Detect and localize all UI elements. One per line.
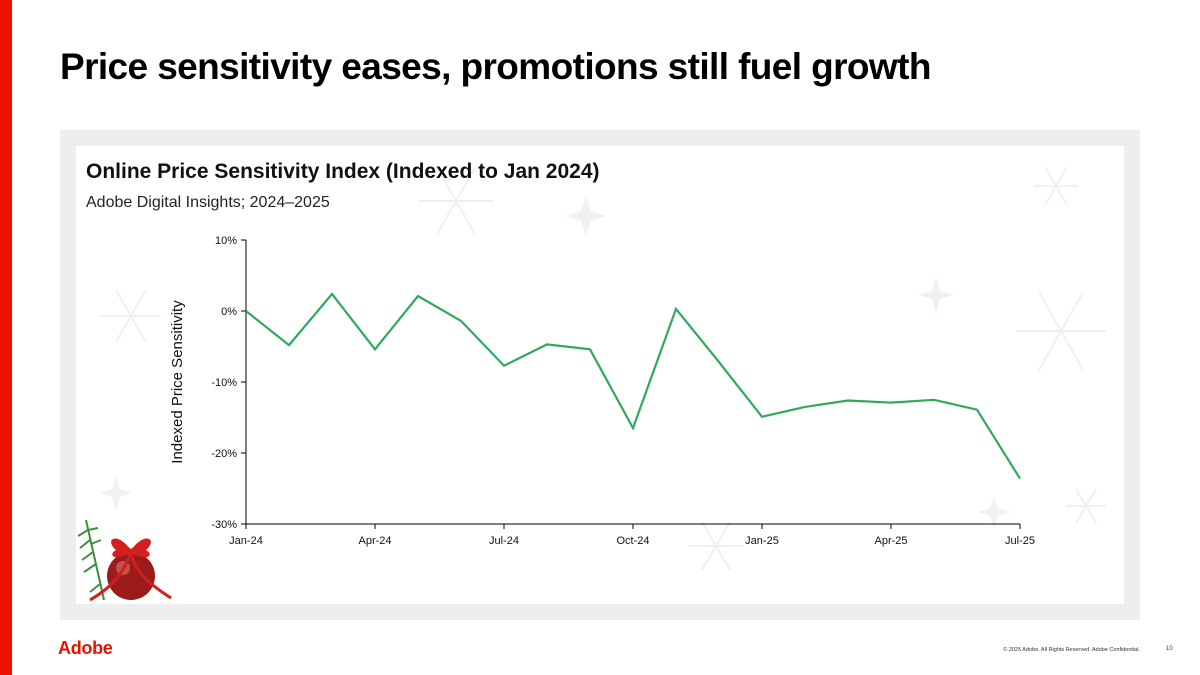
series-line (245, 292, 1021, 480)
snowflake-background-decoration (100, 166, 1106, 571)
x-tick-label: Jul-25 (1005, 535, 1035, 547)
slide-title: Price sensitivity eases, promotions stil… (60, 46, 931, 87)
y-tick-label: -30% (211, 519, 237, 531)
y-tick-label: -10% (211, 377, 237, 389)
star-icon (100, 476, 132, 510)
page-number: 10 (1166, 646, 1173, 652)
adobe-logo: Adobe (58, 638, 113, 658)
pine-branch-icon (77, 519, 105, 601)
x-tick-label: Apr-24 (358, 535, 391, 547)
line-chart: 10% 0% -10% -20% -30% Jan-24 Apr-24 Jul-24 Oct-2… (169, 235, 1035, 547)
chart-panel: Online Price Sensitivity Index (Indexed … (60, 130, 1140, 620)
chart-subtitle: Adobe Digital Insights; 2024–2025 (86, 194, 330, 211)
snowflake-icon (1066, 488, 1106, 524)
snowflake-icon (101, 289, 161, 343)
x-tick-label: Apr-25 (874, 535, 907, 547)
star-icon (566, 196, 606, 236)
y-tick-label: -20% (211, 448, 237, 460)
x-tick-label: Oct-24 (616, 535, 649, 547)
christmas-ornament-decoration (77, 519, 172, 602)
x-tick-label: Jan-24 (229, 535, 263, 547)
brand-accent-bar (0, 0, 12, 675)
snowflake-icon (1016, 291, 1106, 371)
chart-card: Online Price Sensitivity Index (Indexed … (76, 146, 1124, 604)
snowflake-icon (418, 167, 494, 235)
ornament-ball-icon (107, 552, 155, 600)
y-tick-label: 0% (221, 306, 237, 318)
ribbon-bow-icon (111, 538, 151, 558)
copyright-notice: © 2025 Adobe. All Rights Reserved. Adobe… (1003, 647, 1140, 653)
star-icon (978, 496, 1010, 528)
x-tick-label: Jan-25 (745, 535, 779, 547)
y-tick-label: 10% (215, 235, 237, 247)
x-tick-label: Jul-24 (489, 535, 519, 547)
y-axis-title: Indexed Price Sensitivity (169, 300, 186, 464)
star-icon (918, 276, 954, 314)
snowflake-icon (688, 521, 744, 571)
chart-title: Online Price Sensitivity Index (Indexed … (86, 160, 600, 183)
snowflake-icon (1034, 166, 1078, 206)
